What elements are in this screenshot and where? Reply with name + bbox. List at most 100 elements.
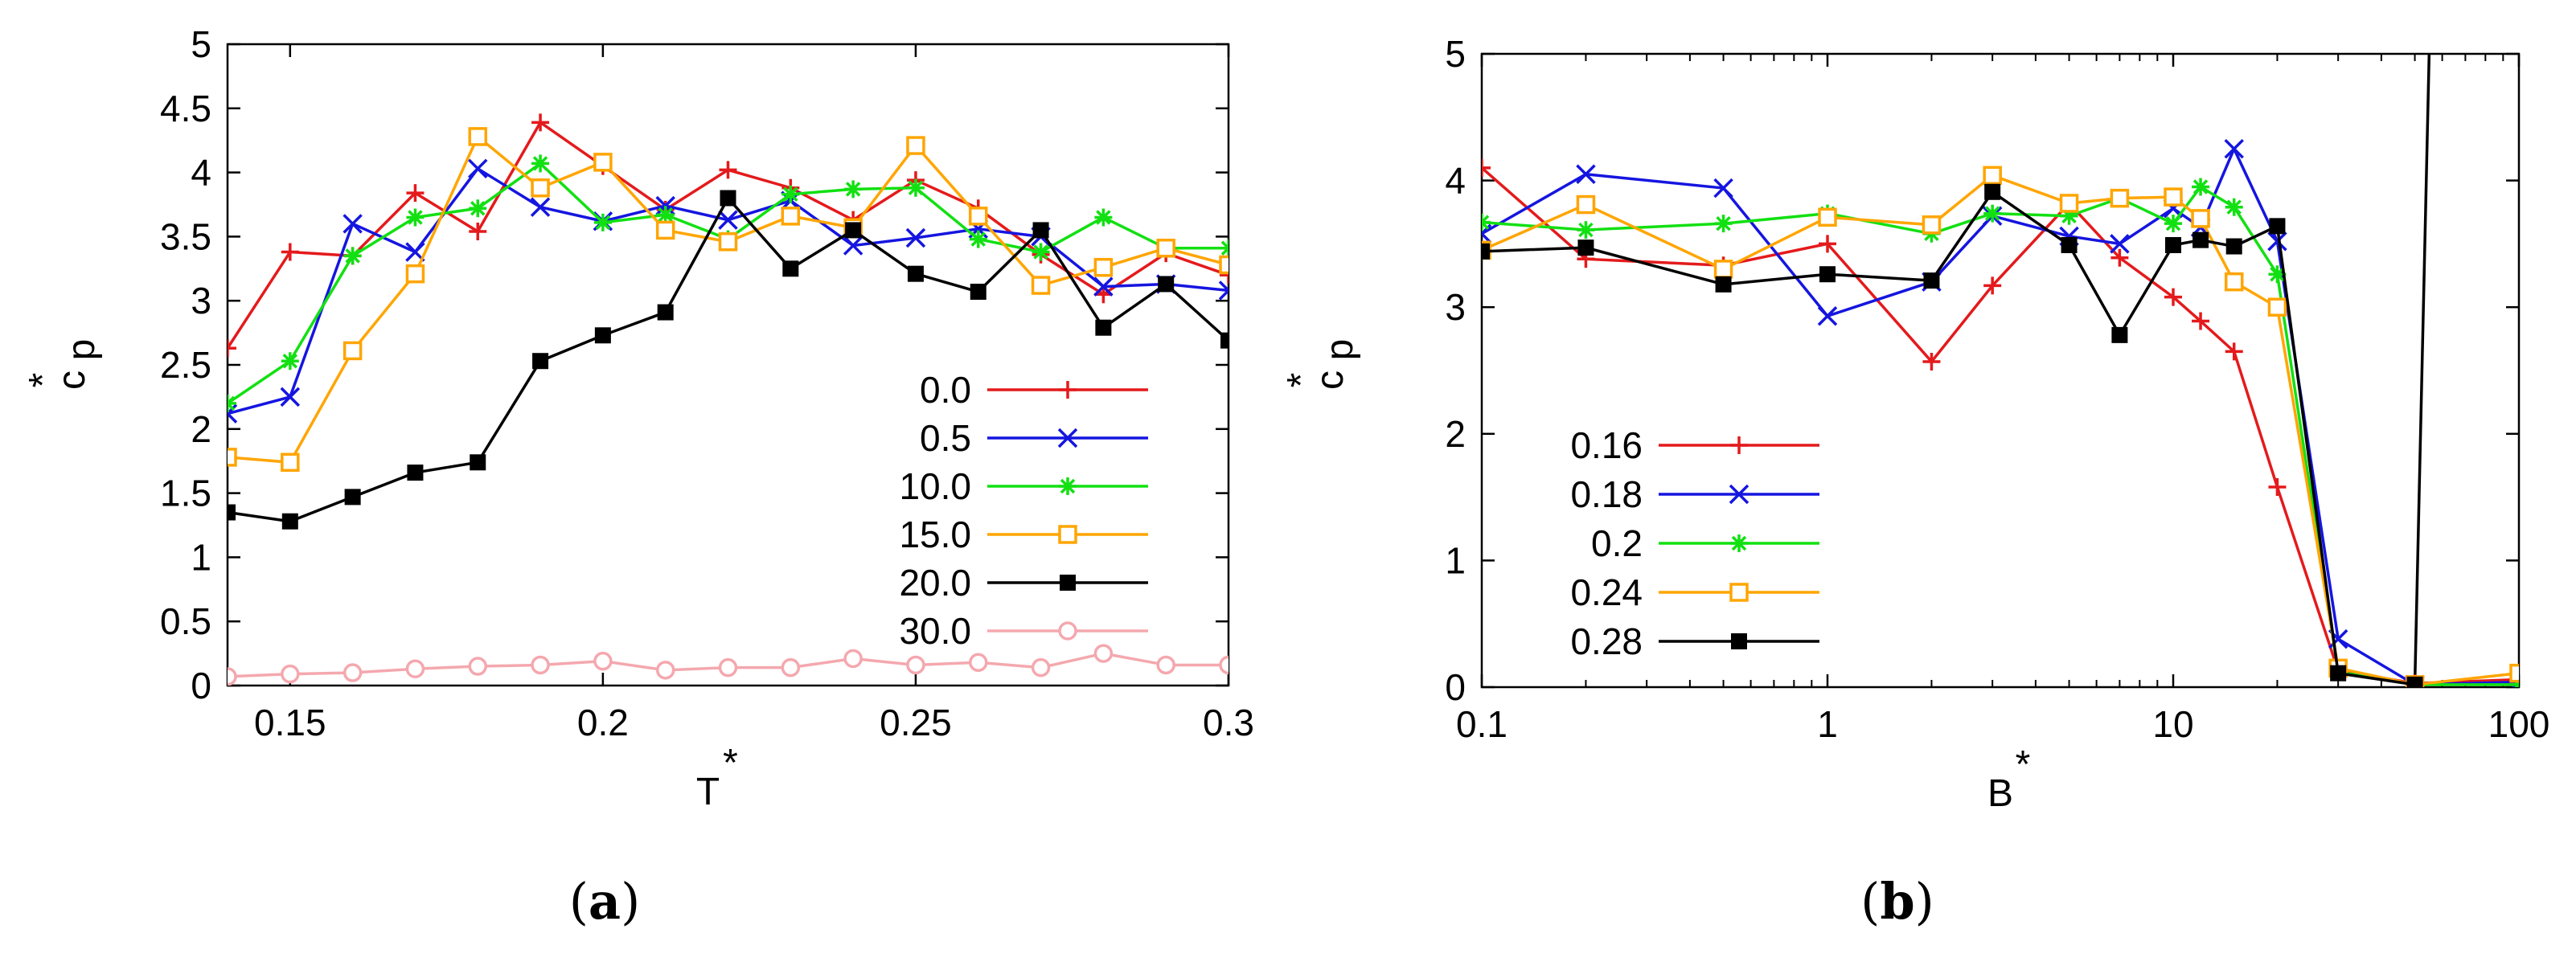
legend-label: 0.5	[920, 417, 971, 459]
data-point	[1922, 352, 1941, 370]
y-tick-label: 4	[191, 152, 211, 194]
data-point	[655, 661, 675, 680]
data-point	[1576, 164, 1596, 184]
series-line	[228, 135, 1229, 465]
data-point	[343, 214, 363, 234]
x-axis-label: T	[696, 771, 720, 813]
legend-marker	[1730, 534, 1748, 552]
data-point	[1031, 276, 1051, 295]
data-point	[2164, 187, 2183, 207]
legend-marker	[1060, 575, 1076, 591]
data-point	[1576, 194, 1596, 215]
data-point	[2268, 477, 2287, 496]
data-point	[1713, 260, 1733, 279]
data-point	[1713, 178, 1733, 199]
data-point	[469, 199, 487, 218]
legend-label: 30.0	[899, 610, 971, 652]
data-point	[969, 207, 988, 226]
data-point	[2164, 215, 2182, 233]
data-point	[406, 208, 425, 227]
data-point	[1715, 276, 1732, 293]
data-point	[228, 394, 236, 412]
data-point	[2164, 288, 2182, 306]
legend-label: 10.0	[899, 465, 971, 507]
data-point	[470, 454, 486, 471]
panel-label-letter: b	[1880, 872, 1914, 931]
data-point	[2330, 665, 2347, 682]
x-tick-label: 0.25	[880, 702, 952, 743]
series-15.0	[228, 127, 1229, 473]
data-point	[1156, 239, 1175, 258]
data-point	[1156, 655, 1175, 675]
data-point	[2110, 234, 2130, 254]
data-point	[1219, 255, 1229, 275]
legend-label: 0.28	[1570, 620, 1643, 662]
data-point	[228, 339, 236, 358]
x-tick-label: 0.3	[1203, 702, 1254, 743]
panel-label-open: (	[569, 872, 589, 931]
data-point	[405, 264, 425, 284]
data-point	[907, 265, 924, 282]
data-point	[1818, 207, 1837, 227]
data-point	[1220, 332, 1229, 349]
data-point	[1032, 243, 1050, 261]
legend: 0.16 0.18 0.2 0.24 0.28	[1570, 424, 1819, 662]
x-tick-label: 100	[2488, 703, 2550, 745]
data-point	[343, 341, 363, 361]
x-tick-label: 0.1	[1456, 703, 1507, 745]
y-tick-label: 4.5	[160, 88, 211, 129]
spike-line	[2413, 54, 2431, 685]
series-30.0	[228, 644, 1229, 686]
x-axis-label-sup: *	[2016, 743, 2031, 786]
data-point	[655, 220, 675, 240]
data-point	[1482, 243, 1490, 260]
data-point	[343, 663, 363, 682]
plot-area	[226, 43, 1230, 687]
series-0.28	[1482, 183, 2423, 687]
data-point	[2406, 676, 2423, 687]
legend-label: 0.0	[920, 369, 971, 411]
data-point	[2165, 236, 2181, 253]
y-axis-label-sub: p	[60, 339, 103, 361]
y-tick-label: 3	[1445, 286, 1466, 328]
data-point	[228, 667, 237, 686]
panel-a-chart: 00.511.522.533.544.550.15 0.2 0.25 0.30.00.…	[22, 23, 1254, 931]
data-point	[720, 190, 736, 207]
y-tick-label: 2	[1445, 413, 1466, 455]
legend-marker	[1729, 484, 1749, 505]
legend-marker	[1059, 381, 1077, 399]
data-point	[344, 489, 361, 506]
data-point	[1220, 239, 1229, 257]
data-point	[718, 232, 738, 252]
x-tick-label: 10	[2152, 703, 2193, 745]
data-point	[2269, 218, 2286, 235]
legend-marker	[1730, 436, 1748, 454]
data-point	[906, 136, 925, 155]
data-point	[781, 657, 801, 677]
data-point	[1093, 276, 1114, 297]
data-point	[969, 653, 988, 673]
legend-marker	[1058, 621, 1077, 641]
legend-marker	[1731, 633, 1747, 649]
x-tick-label: 0.2	[577, 702, 629, 743]
data-point	[532, 353, 549, 370]
panel-label: (b)	[1860, 872, 1934, 931]
data-point	[281, 243, 299, 261]
data-point	[655, 195, 675, 216]
data-point	[656, 206, 675, 224]
data-point	[843, 649, 863, 669]
data-point	[531, 655, 550, 675]
data-point	[2225, 198, 2243, 216]
panel-label-open: (	[1860, 872, 1880, 931]
y-tick-label: 3.5	[160, 215, 211, 257]
y-tick-label: 1	[191, 536, 211, 578]
data-point	[468, 657, 487, 676]
data-point	[2509, 663, 2519, 683]
y-tick-label: 0	[191, 665, 211, 706]
y-tick-label: 1	[1445, 539, 1466, 581]
data-point	[594, 327, 611, 344]
panel-label-close: )	[621, 872, 640, 931]
data-point	[2192, 231, 2209, 248]
data-point	[1819, 235, 1836, 253]
data-point	[1983, 204, 2002, 223]
